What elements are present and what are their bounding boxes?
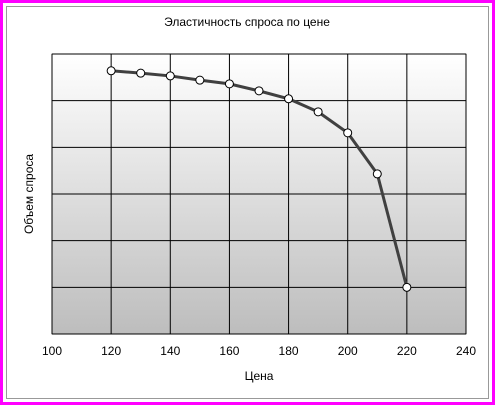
x-axis-title: Цена (245, 369, 274, 383)
point (136, 68, 146, 78)
point (195, 75, 205, 85)
point (106, 66, 116, 76)
y-axis-title: Объем спроса (22, 154, 36, 234)
x-tick-label: 160 (219, 344, 239, 358)
x-tick-label: 180 (279, 344, 299, 358)
point (402, 282, 412, 292)
point (165, 71, 175, 81)
point (284, 94, 294, 104)
point (372, 169, 382, 179)
point (254, 86, 264, 96)
x-tick-label: 220 (397, 344, 417, 358)
chart-title: Эластичность спроса по цене (164, 15, 330, 29)
x-tick-label: 120 (101, 344, 121, 358)
point (313, 107, 323, 117)
x-tick-label: 100 (42, 344, 62, 358)
x-tick-label: 200 (338, 344, 358, 358)
point (224, 79, 234, 89)
chart-border (6, 6, 489, 399)
point (343, 128, 353, 138)
x-tick-label: 140 (160, 344, 180, 358)
x-tick-label: 240 (456, 344, 476, 358)
